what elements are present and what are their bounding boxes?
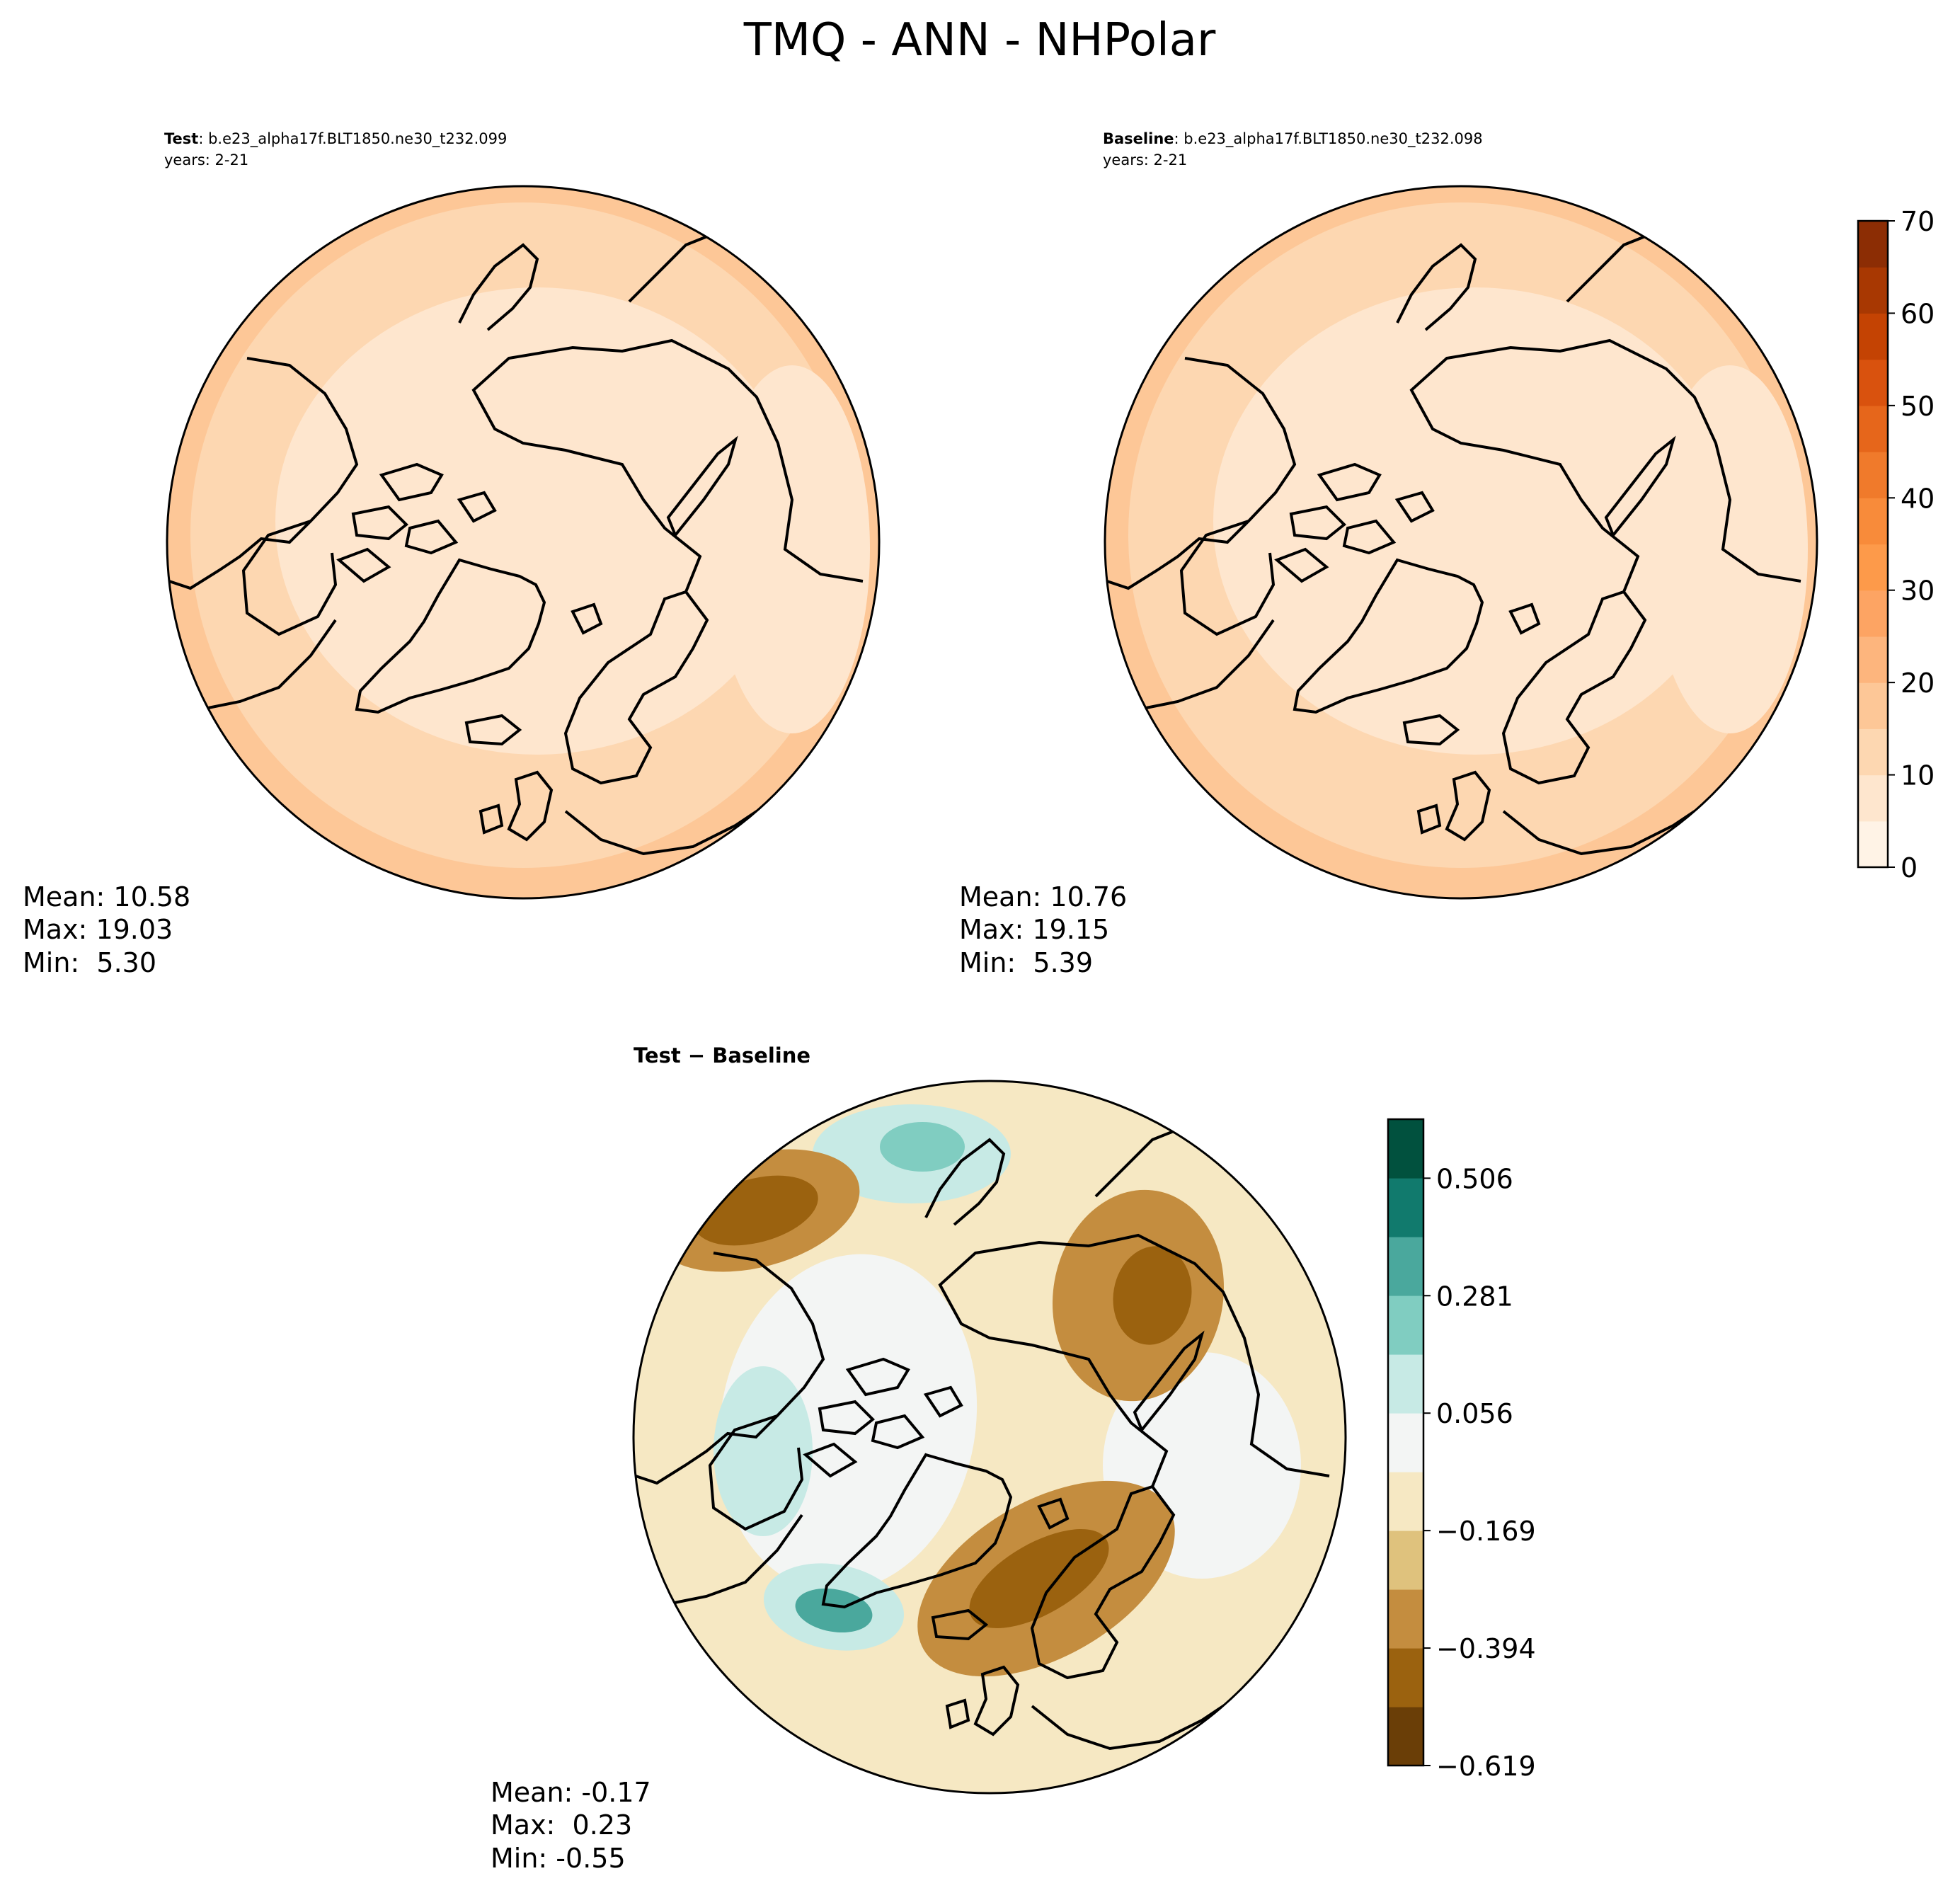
difference-colorbar-level [1388,1531,1423,1590]
difference-mean: Mean: -0.17 [491,1777,651,1808]
test-label: Test: b.e23_alpha17f.BLT1850.ne30_t232.0… [164,130,507,148]
baseline-min: Min: 5.39 [959,947,1093,978]
tmq-region-greenland [401,596,518,687]
absolute-colorbar-level [1858,313,1888,360]
absolute-colorbar-level [1858,820,1888,868]
baseline-label-rest: : b.e23_alpha17f.BLT1850.ne30_t232.098 [1174,130,1483,148]
difference-map-boundary [632,1080,1347,1795]
absolute-colorbar-tick-label: 60 [1901,298,1935,329]
difference-colorbar-tick-label: −0.394 [1436,1633,1536,1664]
diff-region-siberia-core [1113,1246,1192,1345]
absolute-colorbar-level [1858,728,1888,776]
difference-colorbar-level [1388,1119,1423,1179]
figure-title: TMQ - ANN - NHPolar [743,14,1216,67]
absolute-colorbar-level [1858,452,1888,498]
diff-region-hudson [713,1366,813,1536]
absolute-colorbar-level [1858,636,1888,683]
difference-colorbar-level [1388,1354,1423,1414]
absolute-colorbar-level [1858,267,1888,314]
difference-min: Min: -0.55 [491,1843,626,1874]
test-label-bold: Test [164,130,198,147]
absolute-colorbar-level [1858,774,1888,822]
test-max: Max: 19.03 [23,914,173,945]
tmq-region-siberia [714,365,870,733]
baseline-max: Max: 19.15 [959,914,1109,945]
test-map-boundary [166,185,881,900]
diff-region-labrador-core [795,1588,873,1633]
difference-colorbar-level [1388,1295,1423,1355]
difference-colorbar-tick-label: 0.281 [1436,1281,1513,1312]
difference-map [632,1080,1347,1795]
absolute-colorbar-level [1858,405,1888,452]
test-panel: Test: b.e23_alpha17f.BLT1850.ne30_t232.0… [23,130,881,978]
difference-max: Max: 0.23 [491,1809,632,1841]
absolute-colorbar-tick-label: 50 [1901,391,1935,422]
baseline-map [1104,185,1818,900]
difference-colorbar-level [1388,1413,1423,1472]
baseline-mean: Mean: 10.76 [959,881,1127,912]
baseline-years: years: 2-21 [1103,151,1187,168]
absolute-colorbar-level [1858,359,1888,406]
difference-panel: Test − Baseline Mean: -0.17 Max: 0.23 Mi… [491,1043,1347,1874]
baseline-map-boundary [1104,185,1818,900]
test-label-rest: : b.e23_alpha17f.BLT1850.ne30_t232.099 [198,130,507,148]
difference-colorbar-tick-label: −0.169 [1436,1516,1536,1547]
absolute-colorbar-level [1858,682,1888,729]
absolute-colorbar-tick-label: 20 [1901,668,1935,699]
diff-region-pacific-core [880,1122,965,1172]
difference-colorbar-tick-label: 0.056 [1436,1398,1513,1429]
baseline-label: Baseline: b.e23_alpha17f.BLT1850.ne30_t2… [1103,130,1483,148]
test-min: Min: 5.30 [23,947,156,978]
difference-colorbar-level [1388,1589,1423,1649]
absolute-colorbar-tick-label: 70 [1901,206,1935,237]
absolute-colorbar-level [1858,221,1888,268]
difference-colorbar-level [1388,1472,1423,1531]
absolute-colorbar-tick-label: 10 [1901,760,1935,791]
absolute-colorbar-level [1858,544,1888,591]
difference-colorbar-level [1388,1178,1423,1237]
absolute-colorbar-tick-label: 0 [1901,852,1918,883]
difference-colorbar: 0.506 0.281 0.056 −0.169 −0.394 −0.619 [1387,1118,1536,1782]
diff-region-europe-core [969,1529,1109,1628]
absolute-colorbar: 0 10 20 30 40 50 60 70 [1857,206,1935,883]
absolute-colorbar-tick-label: 30 [1901,576,1935,607]
baseline-label-bold: Baseline [1103,130,1174,147]
difference-colorbar-level [1388,1648,1423,1707]
test-years: years: 2-21 [164,151,248,168]
tmq-region-siberia [1652,365,1808,733]
test-map [166,185,881,900]
difference-field [634,1081,1346,1793]
difference-label: Test − Baseline [634,1043,810,1068]
baseline-panel: Baseline: b.e23_alpha17f.BLT1850.ne30_t2… [959,130,1818,978]
absolute-colorbar-level [1858,590,1888,637]
absolute-colorbar-frame [1857,219,1889,869]
test-field [167,186,879,898]
difference-colorbar-tick-label: 0.506 [1436,1163,1513,1194]
baseline-field [1105,186,1817,898]
difference-colorbar-level [1388,1707,1423,1766]
absolute-colorbar-level [1858,498,1888,545]
difference-colorbar-tick-label: −0.619 [1436,1751,1536,1782]
test-mean: Mean: 10.58 [23,881,190,912]
tmq-region-greenland [1339,596,1456,687]
absolute-colorbar-tick-label: 40 [1901,483,1935,514]
difference-colorbar-level [1388,1237,1423,1296]
difference-colorbar-frame [1387,1118,1425,1767]
